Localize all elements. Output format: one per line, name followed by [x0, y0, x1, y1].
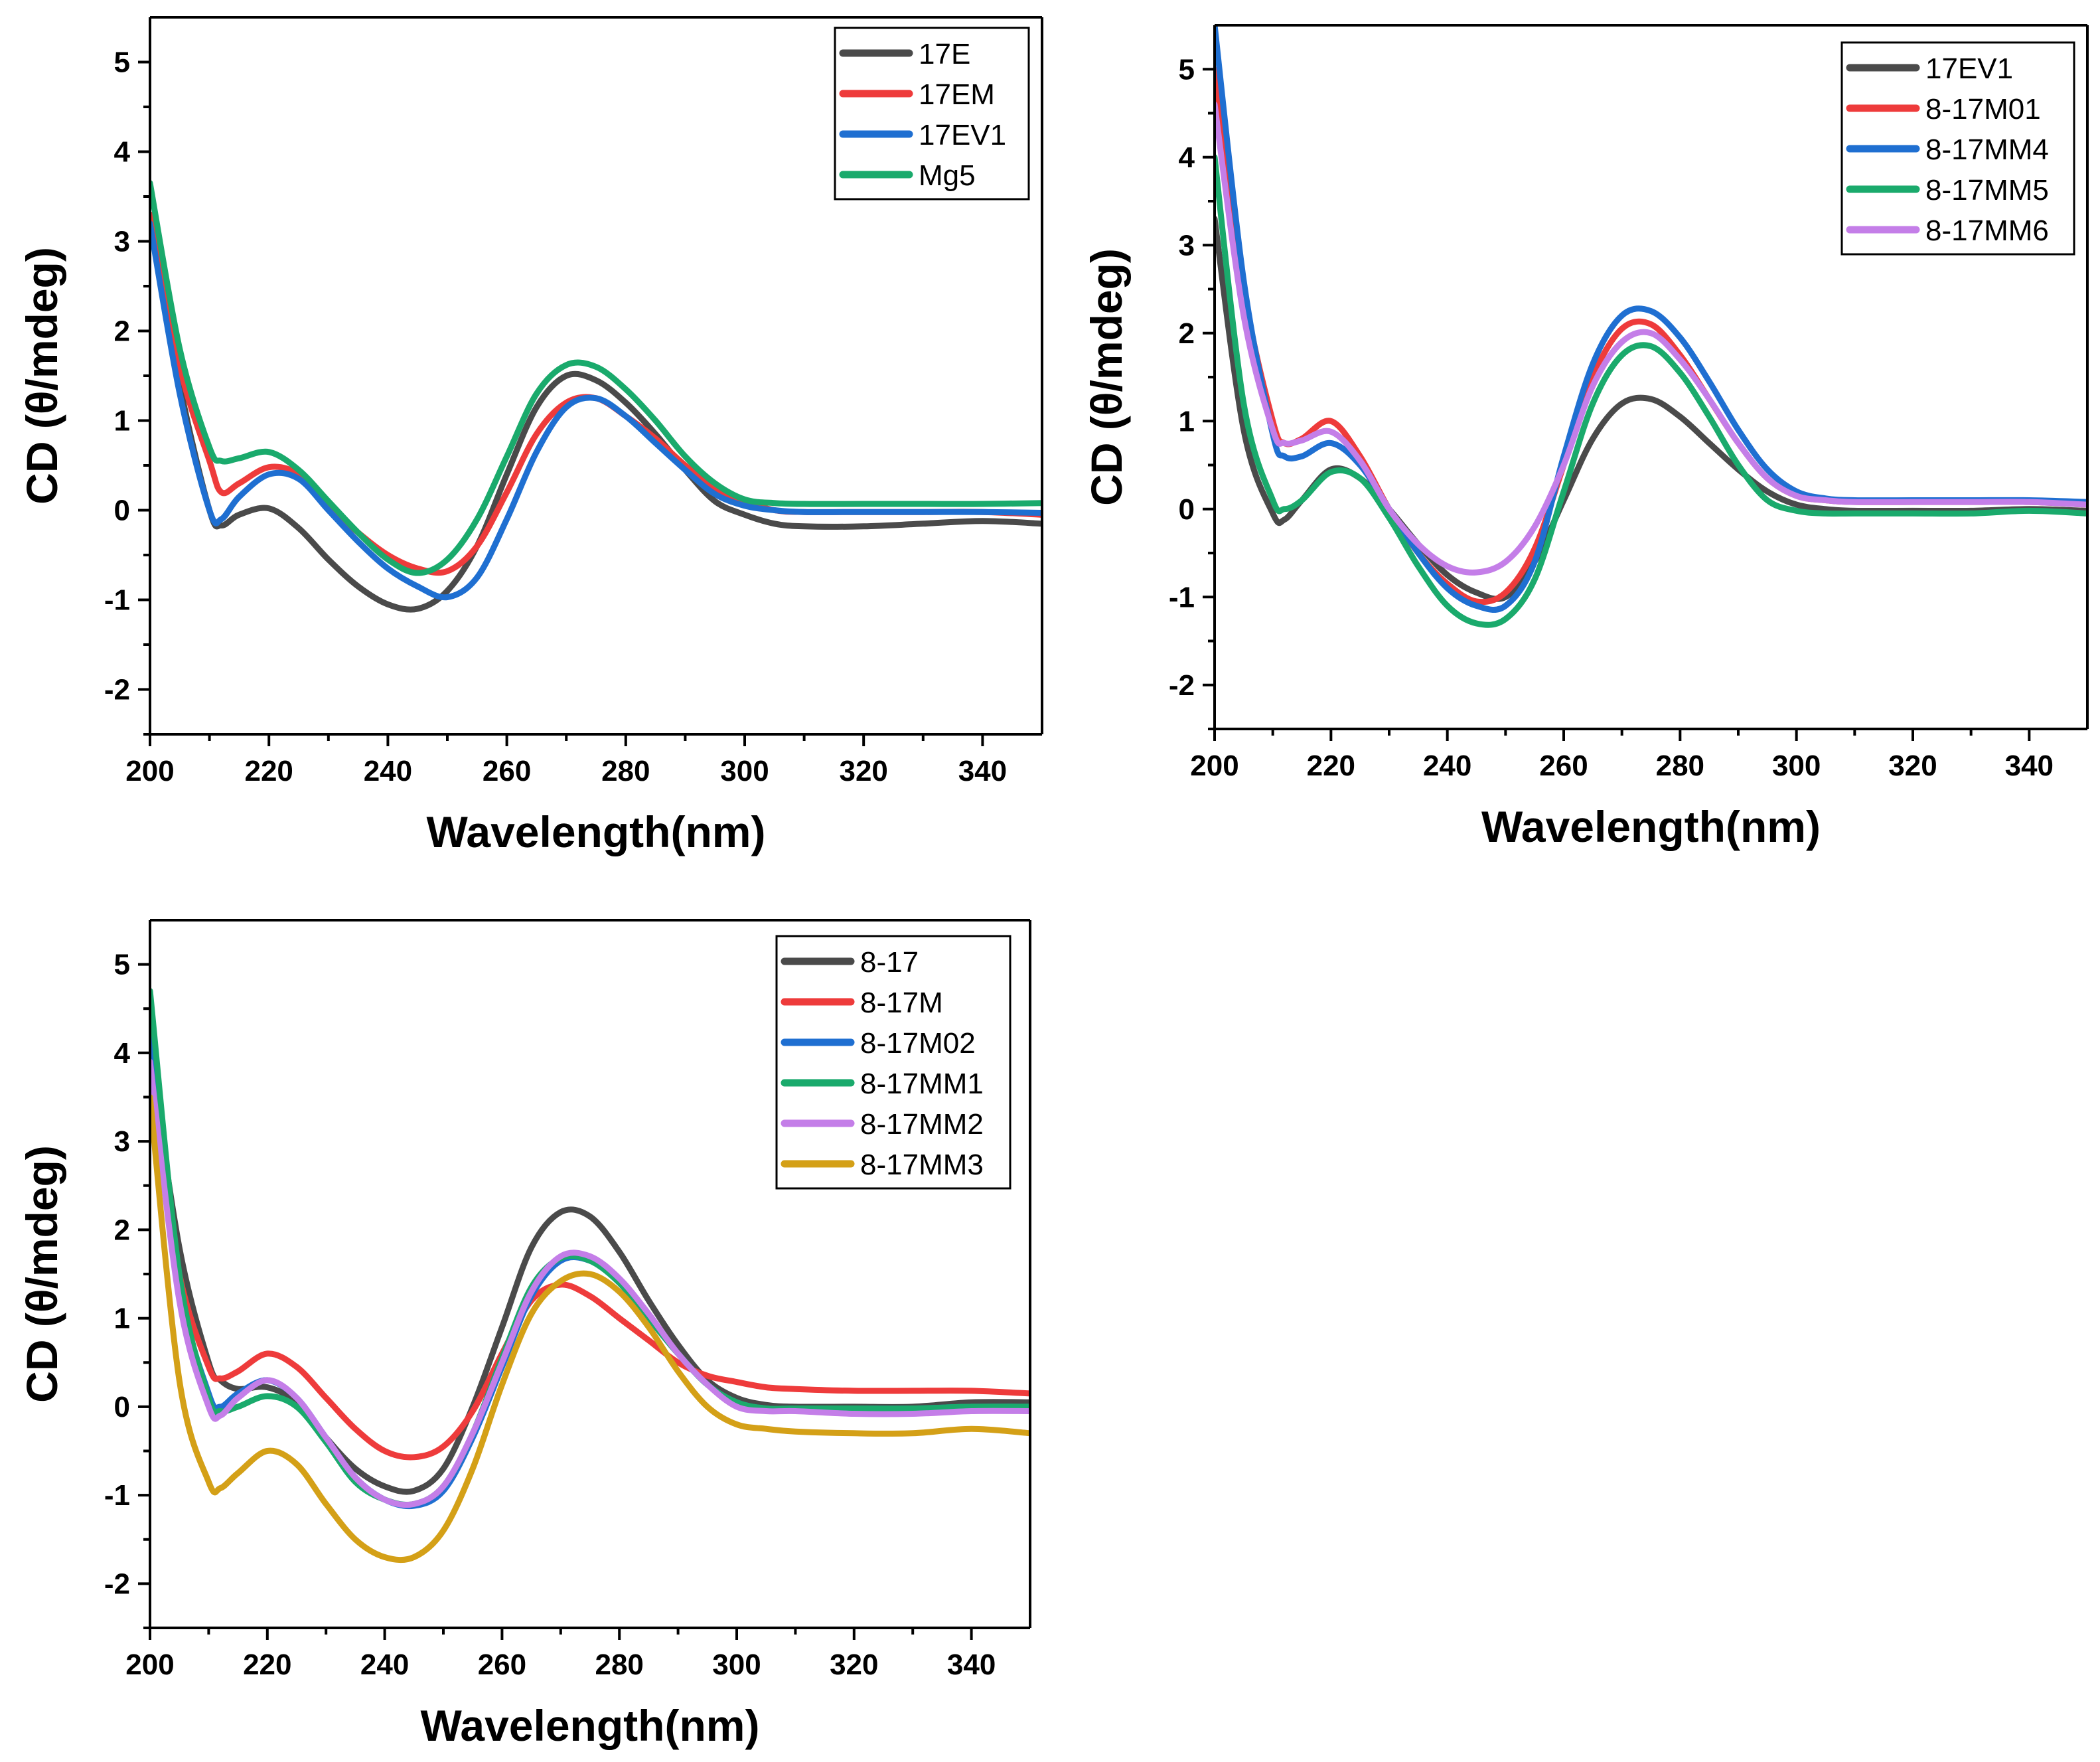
x-tick-label: 340 [958, 755, 1007, 787]
legend-label: 8-17M [860, 987, 943, 1019]
series-line-8-17MM6 [1215, 101, 2087, 576]
x-tick-label: 300 [712, 1648, 761, 1681]
legend-label: 17EV1 [1925, 52, 2013, 85]
series-line-17E [150, 211, 1042, 613]
y-tick-label: 3 [114, 226, 130, 258]
legend-label: 8-17MM5 [1925, 174, 2049, 206]
legend-label: 8-17 [860, 946, 919, 979]
y-tick-label: 2 [114, 315, 130, 348]
x-tick-label: 200 [125, 1648, 174, 1681]
x-tick-label: 340 [947, 1648, 996, 1681]
legend-label: 8-17M02 [860, 1027, 976, 1060]
y-tick-label: 1 [114, 405, 130, 438]
y-tick-label: 1 [1179, 405, 1195, 438]
y-tick-label: 0 [1179, 493, 1195, 526]
x-tick-label: 220 [243, 1648, 291, 1681]
series-line-8-17MM2 [150, 1058, 1030, 1508]
legend-label: 8-17MM1 [860, 1068, 984, 1100]
y-tick-label: 5 [1179, 53, 1195, 86]
y-axis-label: CD (θ/mdeg) [1082, 248, 1131, 506]
chart-panel-1: 200 220 240 260 280 300 320 340 -2 -1 0 1 2 3 4 5 Wavele… [17, 16, 1043, 856]
legend-label: 8-17MM3 [860, 1149, 984, 1181]
x-tick-label: 320 [839, 755, 887, 787]
x-tick-label: 320 [1888, 750, 1937, 782]
legend-label: Mg5 [919, 159, 976, 192]
series-line-Mg5 [150, 180, 1042, 576]
y-tick-label: 5 [114, 949, 130, 981]
legend-label: 8-17M01 [1925, 93, 2041, 125]
y-tick-label: -2 [1169, 669, 1195, 702]
x-tick-label: 200 [1190, 750, 1238, 782]
x-tick-label: 300 [720, 755, 769, 787]
x-tick-label: 260 [1539, 750, 1588, 782]
x-tick-label: 220 [244, 755, 293, 787]
y-tick-label: 5 [114, 46, 130, 79]
y-tick-label: 0 [114, 1391, 130, 1423]
y-tick-label: -1 [1169, 581, 1195, 613]
x-tick-label: 260 [478, 1648, 526, 1681]
y-tick-label: 4 [114, 136, 131, 169]
legend: 17EV1 8-17M01 8-17MM4 8-17MM5 8-17MM6 [1840, 41, 2075, 256]
series-line-8-17MM5 [1215, 154, 2087, 628]
x-axis-label: Wavelength(nm) [1481, 802, 1821, 851]
chart-panel-3: 200 220 240 260 280 300 320 340 -2 -1 0 1 2 3 4 5 Wavele… [17, 919, 1031, 1750]
y-tick-label: 4 [114, 1037, 131, 1070]
y-tick-label: -2 [104, 674, 130, 706]
legend-box [775, 935, 1012, 1190]
y-tick-label: 4 [1179, 141, 1195, 174]
legend: 17E 17EM 17EV1 Mg5 [834, 27, 1030, 200]
y-tick-label: 1 [114, 1303, 130, 1335]
series-group [1215, 25, 2087, 628]
x-tick-label: 300 [1772, 750, 1821, 782]
y-tick-label: 3 [114, 1125, 130, 1158]
y-axis-label: CD (θ/mdeg) [17, 247, 66, 505]
x-tick-label: 240 [360, 1648, 409, 1681]
legend-label: 8-17MM2 [860, 1108, 984, 1141]
y-tick-label: 2 [1179, 317, 1195, 350]
x-tick-label: 240 [1423, 750, 1471, 782]
chart-panel-2: 200 220 240 260 280 300 320 340 -2 -1 0 1 2 3 4 5 Wavele… [1082, 24, 2089, 851]
legend-label: 17EV1 [919, 119, 1006, 151]
x-tick-label: 320 [830, 1648, 878, 1681]
x-axis-label: Wavelength(nm) [421, 1701, 760, 1750]
x-tick-label: 340 [2005, 750, 2054, 782]
series-group [150, 988, 1030, 1563]
y-tick-label: 2 [114, 1214, 130, 1246]
x-tick-label: 280 [601, 755, 650, 787]
y-tick-label: 3 [1179, 229, 1195, 262]
legend-label: 17EM [919, 78, 995, 111]
x-axis-label: Wavelength(nm) [427, 807, 766, 856]
y-axis-label: CD (θ/mdeg) [17, 1145, 66, 1403]
y-tick-label: -1 [104, 584, 130, 617]
series-line-17EV1 [150, 220, 1042, 601]
y-tick-label: -1 [104, 1479, 130, 1512]
series-group [150, 180, 1042, 613]
legend-label: 8-17MM4 [1925, 133, 2049, 166]
y-tick-label: -2 [104, 1567, 130, 1600]
series-line-17EV1 [1215, 216, 2087, 602]
legend-label: 8-17MM6 [1925, 214, 2049, 247]
x-tick-label: 200 [125, 755, 174, 787]
legend: 8-17 8-17M 8-17M02 8-17MM1 8-17MM2 8-17MM3 [775, 935, 1012, 1190]
legend-label: 17E [919, 38, 970, 70]
x-tick-label: 280 [595, 1648, 643, 1681]
series-line-8-17MM3 [150, 1094, 1030, 1563]
x-tick-label: 280 [1656, 750, 1704, 782]
x-tick-label: 220 [1307, 750, 1355, 782]
y-tick-label: 0 [114, 495, 130, 527]
x-tick-label: 260 [483, 755, 531, 787]
x-tick-label: 240 [364, 755, 412, 787]
